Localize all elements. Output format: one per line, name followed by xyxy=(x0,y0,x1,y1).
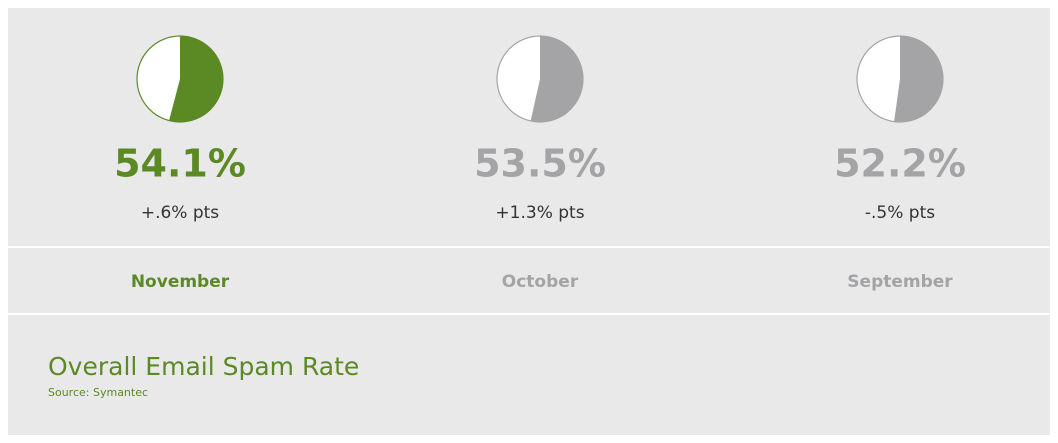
title: Overall Email Spam Rate xyxy=(48,352,359,381)
month-label: November xyxy=(131,272,230,292)
value-label: 52.2% xyxy=(834,142,966,186)
month-label: October xyxy=(502,272,579,292)
pie-slice xyxy=(530,36,583,123)
pie-slice xyxy=(169,36,224,122)
change-label: -.5% pts xyxy=(865,203,935,223)
pie-slice xyxy=(894,36,943,122)
change-label: +1.3% pts xyxy=(495,203,584,223)
month-label: September xyxy=(847,272,953,292)
change-label: +.6% pts xyxy=(141,203,219,223)
source: Source: Symantec xyxy=(48,386,148,399)
value-label: 54.1% xyxy=(114,142,246,186)
value-label: 53.5% xyxy=(474,142,606,186)
